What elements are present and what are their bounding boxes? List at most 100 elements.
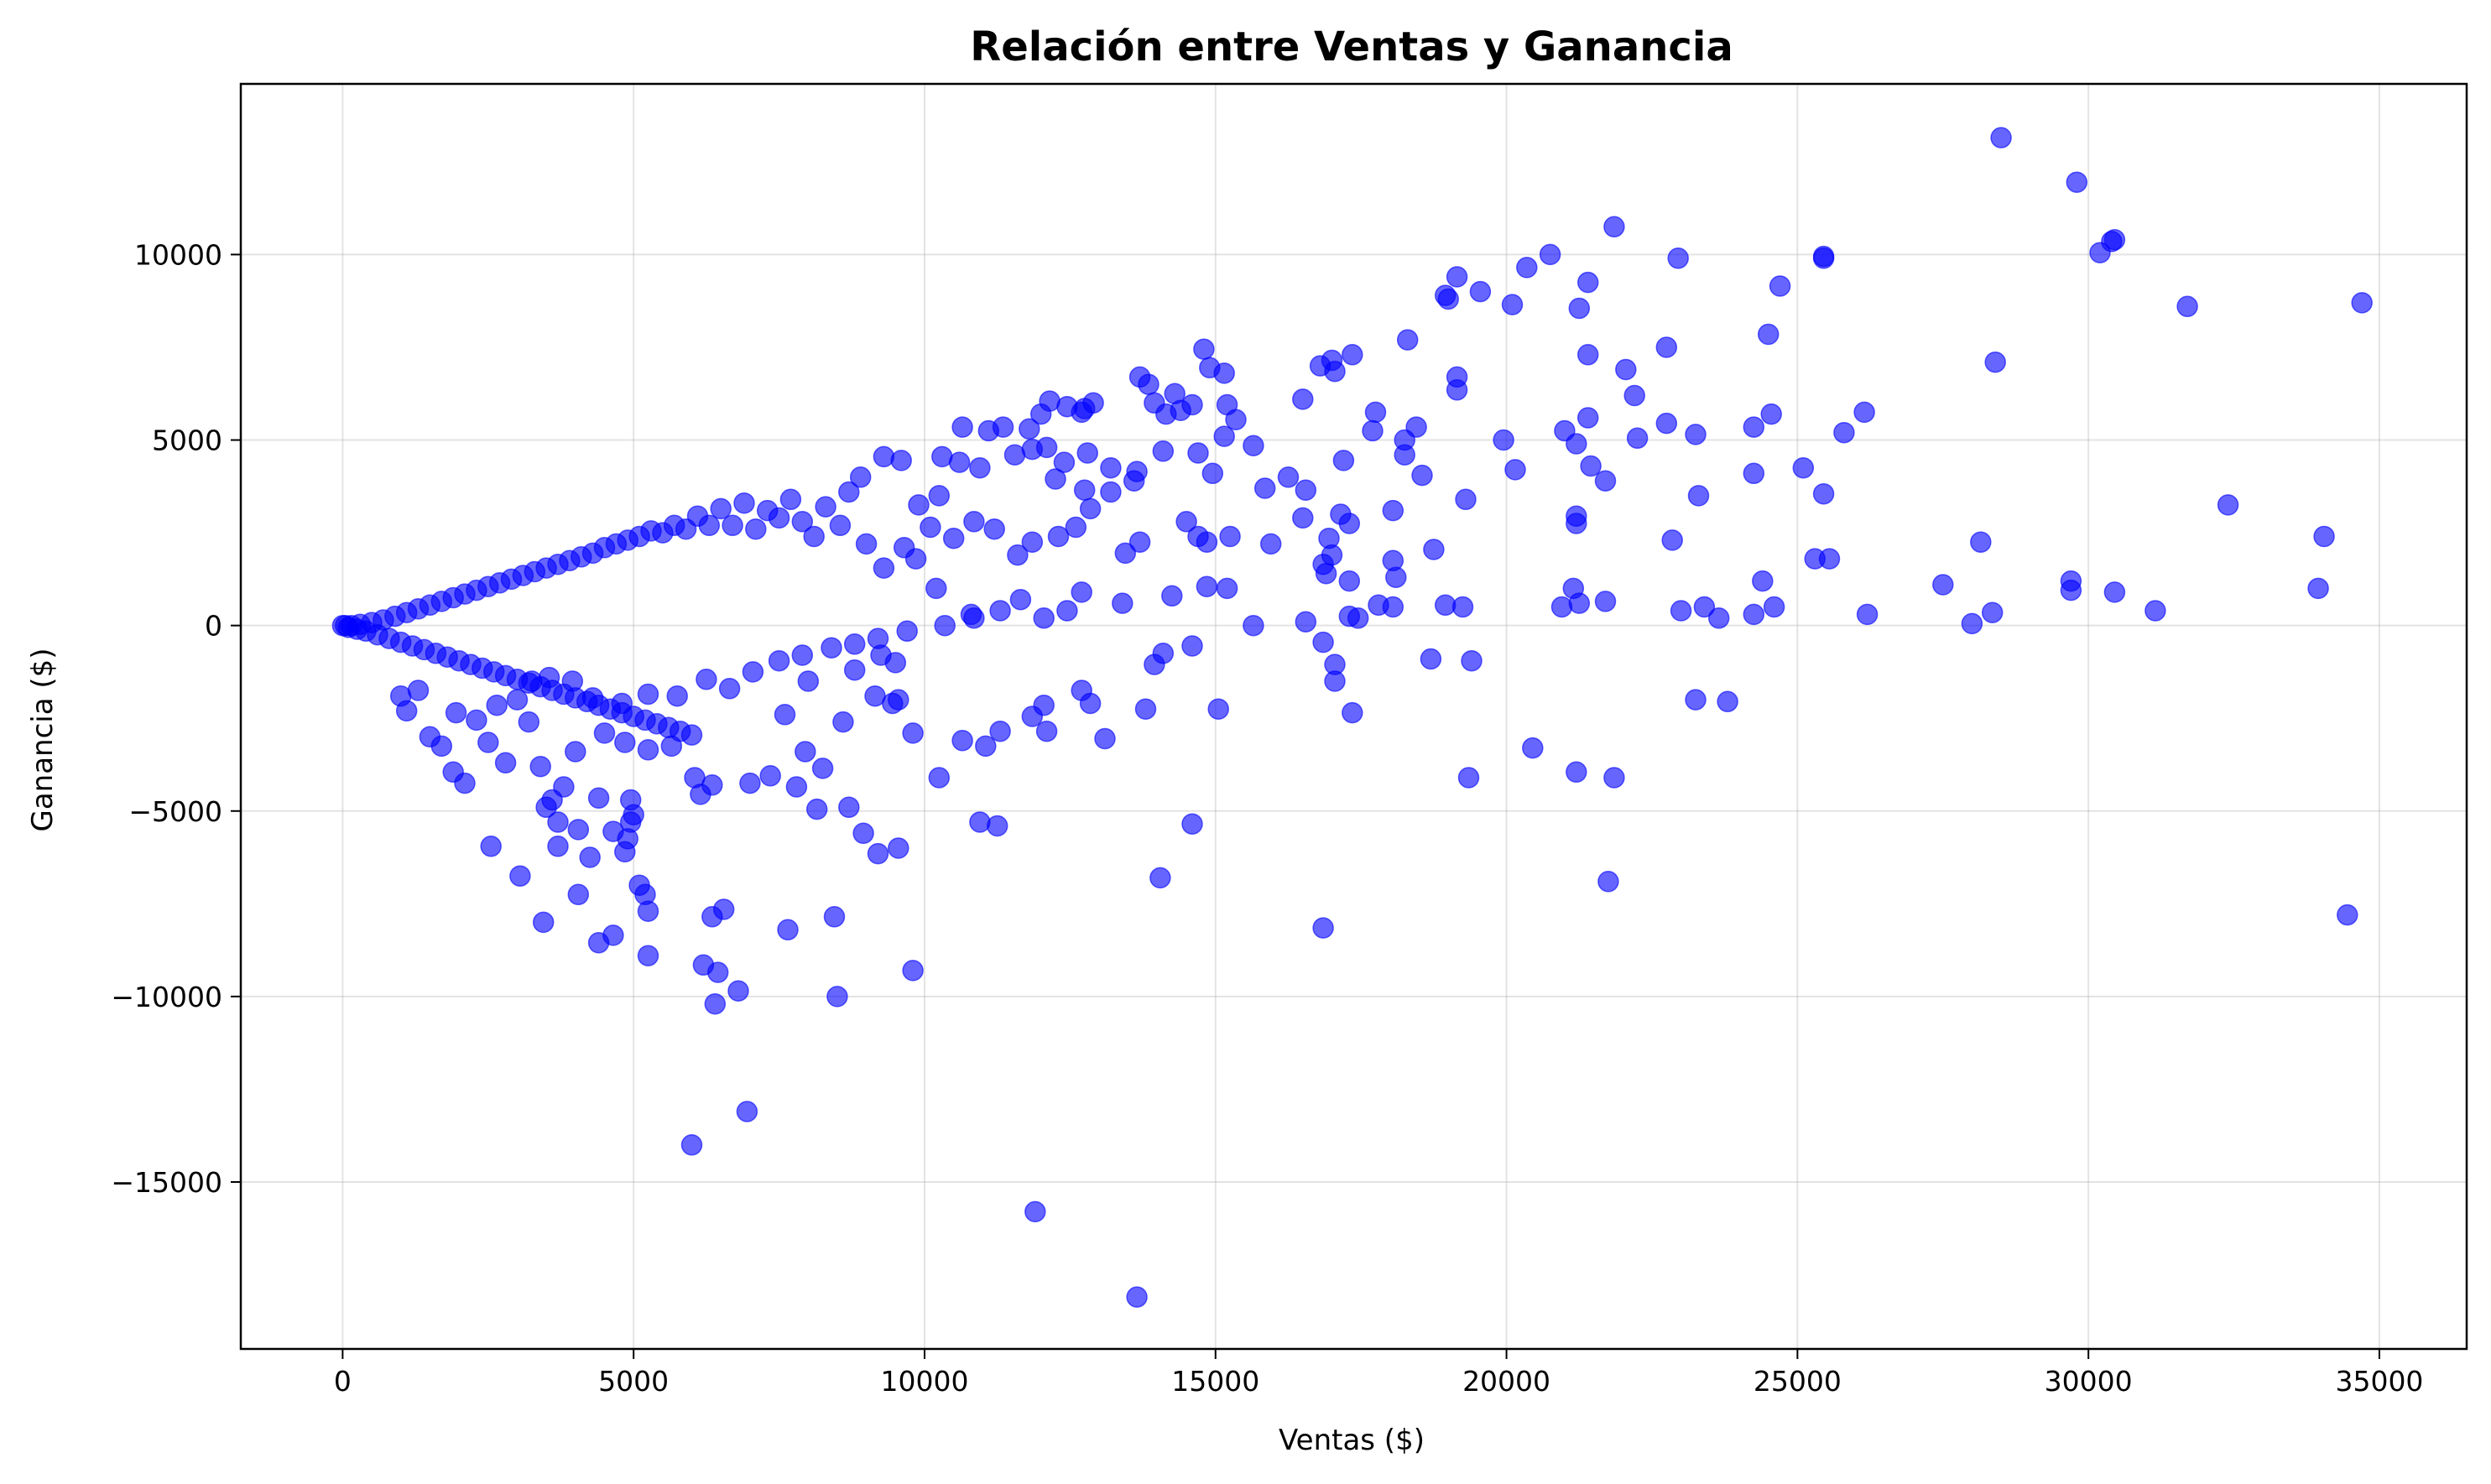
scatter-point xyxy=(1707,607,1730,629)
scatter-point xyxy=(2103,581,2126,603)
scatter-point xyxy=(1568,297,1591,320)
scatter-point xyxy=(1019,418,1040,440)
scatter-point xyxy=(614,841,636,863)
y-tick-label: −15000 xyxy=(111,1166,222,1199)
scatter-point xyxy=(1128,531,1151,553)
scatter-point xyxy=(553,776,575,798)
scatter-point xyxy=(1576,271,1599,294)
scatter-point xyxy=(466,709,487,732)
scatter-point xyxy=(1201,462,1224,485)
scatter-point xyxy=(1324,670,1346,692)
scatter-point xyxy=(1009,588,1032,611)
scatter-point xyxy=(2089,242,2111,263)
scatter-point xyxy=(811,758,834,779)
scatter-point xyxy=(1338,570,1361,592)
scatter-point xyxy=(1138,373,1160,395)
scatter-point xyxy=(1385,566,1407,588)
scatter-point xyxy=(1812,482,1835,505)
scatter-point xyxy=(704,992,727,1015)
scatter-point xyxy=(951,729,973,752)
scatter-point xyxy=(777,919,799,941)
scatter-point xyxy=(1324,360,1346,383)
scatter-point xyxy=(1961,612,1983,635)
scatter-point xyxy=(779,488,802,511)
scatter-point xyxy=(1076,442,1098,464)
y-axis: −15000 −10000 −5000 0 5000 10000 xyxy=(111,238,241,1199)
scatter-point xyxy=(1566,505,1587,527)
scatter-point xyxy=(768,649,790,672)
scatter-point xyxy=(963,607,985,629)
scatter-point xyxy=(928,485,951,507)
scatter-point xyxy=(1461,649,1483,672)
scatter-point xyxy=(1493,429,1514,451)
scatter-point xyxy=(532,911,555,934)
scatter-point xyxy=(975,735,997,758)
scatter-point xyxy=(1315,562,1337,585)
scatter-point xyxy=(518,711,540,733)
scatter-point xyxy=(1603,767,1625,789)
scatter-point xyxy=(826,986,848,1008)
scatter-point xyxy=(736,1101,758,1122)
scatter-point xyxy=(1243,435,1264,456)
scatter-point xyxy=(2337,903,2358,926)
scatter-point xyxy=(829,514,852,537)
scatter-point xyxy=(1181,813,1203,835)
scatter-point xyxy=(1364,401,1387,424)
scatter-point xyxy=(1123,470,1145,492)
scatter-point xyxy=(1207,698,1229,720)
scatter-point xyxy=(925,577,947,600)
scatter-point xyxy=(1295,479,1317,501)
scatter-point xyxy=(1259,533,1282,555)
scatter-point xyxy=(1437,288,1459,310)
scatter-point xyxy=(1743,462,1765,485)
scatter-point xyxy=(739,772,761,794)
scatter-point xyxy=(1818,548,1841,570)
scatter-point xyxy=(1149,867,1171,889)
scatter-point xyxy=(1394,444,1415,466)
scatter-point xyxy=(637,739,659,761)
scatter-point xyxy=(1243,614,1264,637)
scatter-point xyxy=(890,450,912,471)
scatter-point xyxy=(1312,631,1334,653)
scatter-point xyxy=(963,511,985,533)
scatter-point xyxy=(756,499,779,522)
scatter-point xyxy=(593,722,616,744)
scatter-point xyxy=(1045,468,1066,490)
scatter-point xyxy=(1792,456,1815,479)
scatter-point xyxy=(1144,653,1165,675)
scatter-point xyxy=(1193,338,1215,360)
scatter-point xyxy=(419,726,441,748)
scatter-point xyxy=(2217,494,2239,516)
scatter-point xyxy=(983,518,1005,540)
scatter-point xyxy=(1693,596,1716,618)
scatter-point xyxy=(535,796,557,819)
scatter-point xyxy=(1181,635,1203,657)
scatter-point xyxy=(1597,871,1619,893)
scatter-point xyxy=(486,694,508,716)
scatter-point xyxy=(986,815,1008,837)
scatter-point xyxy=(579,846,601,868)
scatter-point xyxy=(1932,574,1954,596)
scatter-point xyxy=(815,496,836,518)
scatter-point xyxy=(1687,485,1710,507)
scatter-point xyxy=(494,752,517,774)
scatter-point xyxy=(855,533,878,555)
scatter-point xyxy=(445,701,467,724)
scatter-point xyxy=(1382,596,1404,618)
scatter-point xyxy=(509,865,531,887)
scatter-point xyxy=(637,683,659,706)
scatter-point xyxy=(1743,603,1765,626)
scatter-point xyxy=(1100,481,1122,503)
x-tick-label: 20000 xyxy=(1462,1365,1550,1398)
scatter-point xyxy=(1856,603,1879,626)
x-tick-label: 0 xyxy=(334,1365,352,1398)
scatter-point xyxy=(547,811,569,833)
scatter-point xyxy=(1396,329,1419,351)
scatter-point xyxy=(2144,600,2166,622)
scatter-point xyxy=(1769,275,1791,297)
scatter-point xyxy=(1362,419,1384,442)
scatter-point xyxy=(805,798,828,820)
scatter-point xyxy=(1056,600,1078,622)
scatter-point xyxy=(623,804,644,825)
scatter-point xyxy=(1743,416,1765,438)
